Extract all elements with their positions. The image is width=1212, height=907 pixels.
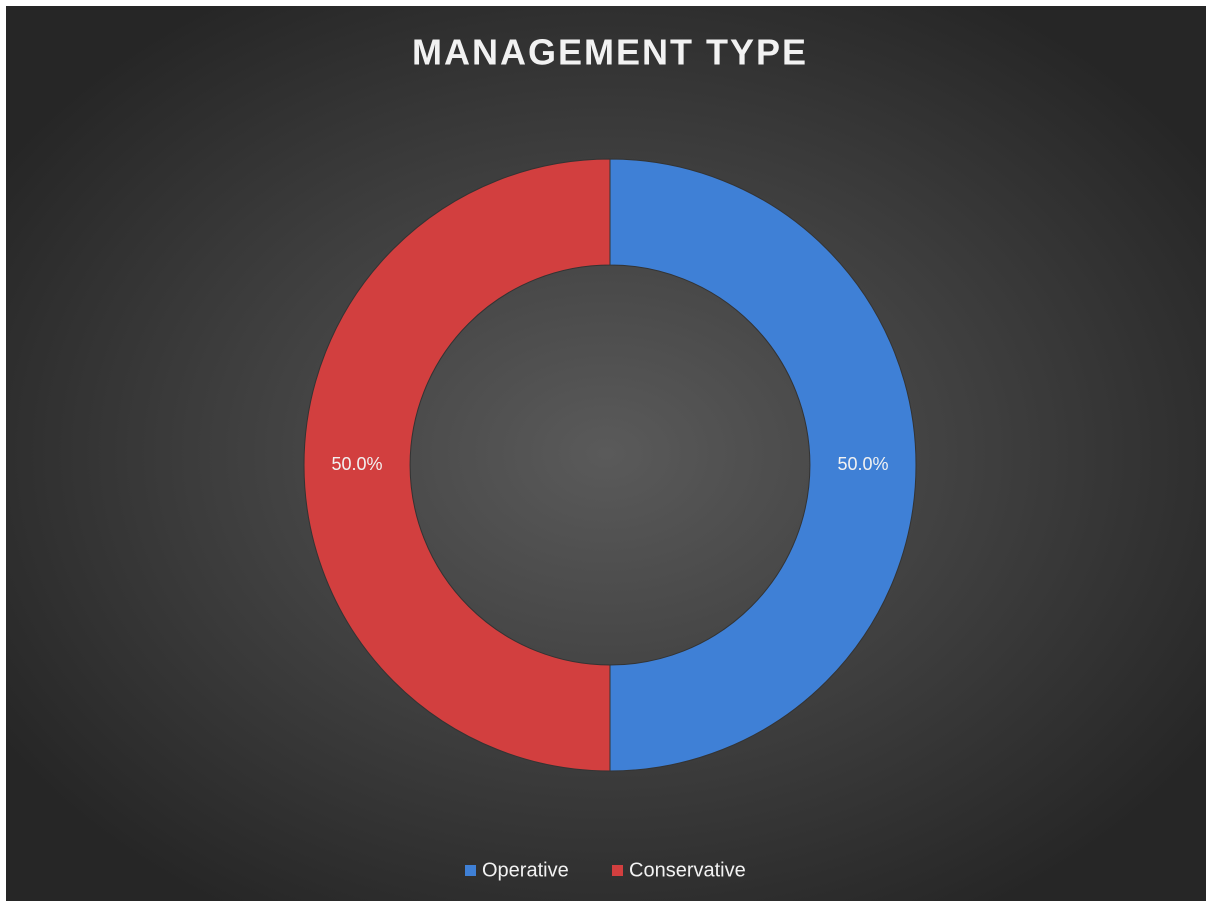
legend-marker bbox=[465, 865, 476, 876]
chart-title: MANAGEMENT TYPE bbox=[412, 32, 808, 73]
doughnut-segment bbox=[609, 158, 917, 772]
legend-label: Conservative bbox=[629, 859, 746, 881]
data-label: 50.0% bbox=[331, 454, 382, 474]
doughnut-segment bbox=[303, 158, 611, 772]
legend-marker bbox=[612, 865, 623, 876]
data-label: 50.0% bbox=[837, 454, 888, 474]
legend-label: Operative bbox=[482, 859, 569, 881]
